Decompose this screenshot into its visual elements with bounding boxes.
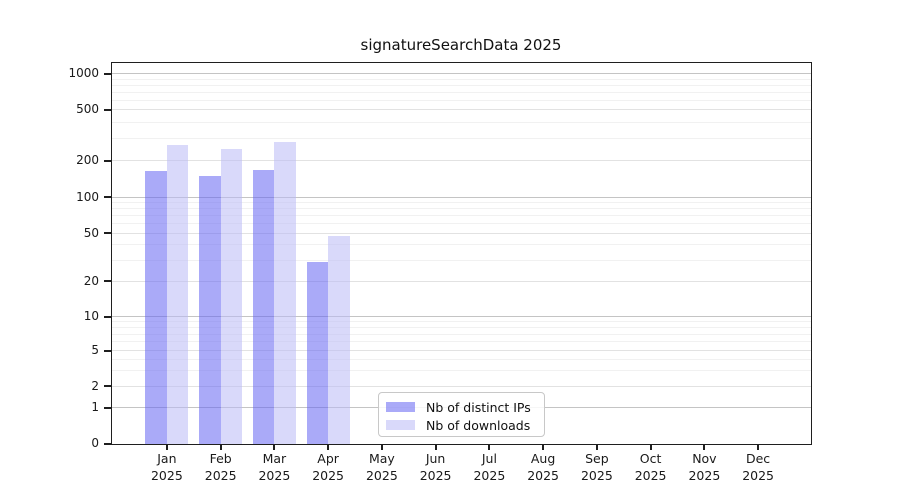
gridline-minor [112,385,811,387]
x-tick [219,444,222,450]
bar-mar-downloads [274,141,296,444]
x-tick-label: Apr 2025 [312,451,344,483]
y-tick [104,315,111,318]
y-tick [104,442,111,445]
legend: Nb of distinct IPs Nb of downloads [378,392,545,437]
y-tick-label: 2 [91,378,99,393]
gridline-major [112,316,811,317]
gridline-minor [112,137,811,139]
plot-area [111,62,812,445]
x-tick-label: Feb 2025 [204,451,237,483]
x-tick-label: Jun 2025 [419,451,452,483]
gridline-minor [112,244,811,246]
bar-mar-distinct-ips [252,169,275,444]
x-tick [542,444,545,450]
gridline-minor [112,160,811,161]
bar-feb-downloads [220,149,243,444]
x-tick [757,444,760,450]
y-tick [104,108,111,111]
y-tick [104,159,111,162]
x-tick [380,444,383,450]
x-tick-label: Nov 2025 [688,451,721,483]
chart-title: signatureSearchData 2025 [360,36,562,54]
gridline-minor [112,369,811,371]
y-tick [104,385,111,388]
gridline-minor [112,109,811,111]
y-tick-label: 50 [83,225,99,240]
legend-swatch-distinct-ips [386,402,415,412]
gridline-minor [112,223,811,225]
gridline-minor [112,91,811,93]
y-tick [104,196,111,199]
bar-jan-downloads [166,144,189,444]
gridline-minor [112,202,811,204]
gridline-minor [112,232,811,234]
bar-jan-distinct-ips [145,170,167,444]
legend-label-downloads: Nb of downloads [426,417,531,433]
x-tick-label: Sep 2025 [580,451,613,483]
bar-feb-distinct-ips [199,175,221,444]
x-tick-label: Jul 2025 [473,451,506,483]
x-tick-label: Oct 2025 [634,451,667,483]
gridline-minor [112,350,811,351]
x-tick [327,444,330,450]
legend-item-distinct-ips: Nb of distinct IPs [386,398,544,416]
gridline-minor [112,99,811,101]
x-tick-label: Aug 2025 [527,451,559,483]
y-tick [104,280,111,283]
x-tick [703,444,706,450]
y-tick-label: 100 [76,189,99,204]
legend-swatch-downloads [386,420,415,430]
gridline-minor [112,84,811,86]
legend-label-distinct-ips: Nb of distinct IPs [426,399,531,415]
x-tick [595,444,598,450]
gridline-minor [112,321,811,323]
gridline-minor [112,259,811,261]
y-tick-label: 200 [76,153,99,167]
y-tick-label: 0 [91,436,99,451]
legend-item-downloads: Nb of downloads [386,416,544,434]
y-tick-label: 1 [91,400,99,415]
x-tick-label: Jan 2025 [150,451,183,483]
y-tick-label: 500 [76,102,99,117]
x-tick [273,444,276,450]
gridline-minor [112,333,811,335]
x-tick-label: Dec 2025 [742,451,774,483]
gridline-major [112,196,811,198]
gridline-minor [112,208,811,210]
y-tick-label: 5 [91,343,99,357]
x-tick [434,444,437,450]
x-tick [488,444,491,450]
x-tick [649,444,652,450]
gridline-minor [112,121,811,123]
y-tick-label: 20 [83,273,99,288]
bar-apr-distinct-ips [306,261,329,444]
y-tick-label: 1000 [68,66,99,81]
y-tick [104,349,111,352]
x-tick [165,444,168,450]
gridline-minor [112,341,811,343]
gridline-minor [112,78,811,80]
gridline-minor [112,358,811,360]
x-tick-label: May 2025 [365,451,398,483]
y-tick [104,72,111,75]
gridline-major [112,73,811,75]
gridline-minor [112,215,811,217]
gridline-minor [112,280,811,282]
y-tick-label: 10 [83,309,99,323]
bar-apr-downloads [328,235,350,444]
x-tick-label: Mar 2025 [258,451,291,483]
gridline-minor [112,326,811,328]
y-tick [104,232,111,235]
y-tick [104,406,111,409]
